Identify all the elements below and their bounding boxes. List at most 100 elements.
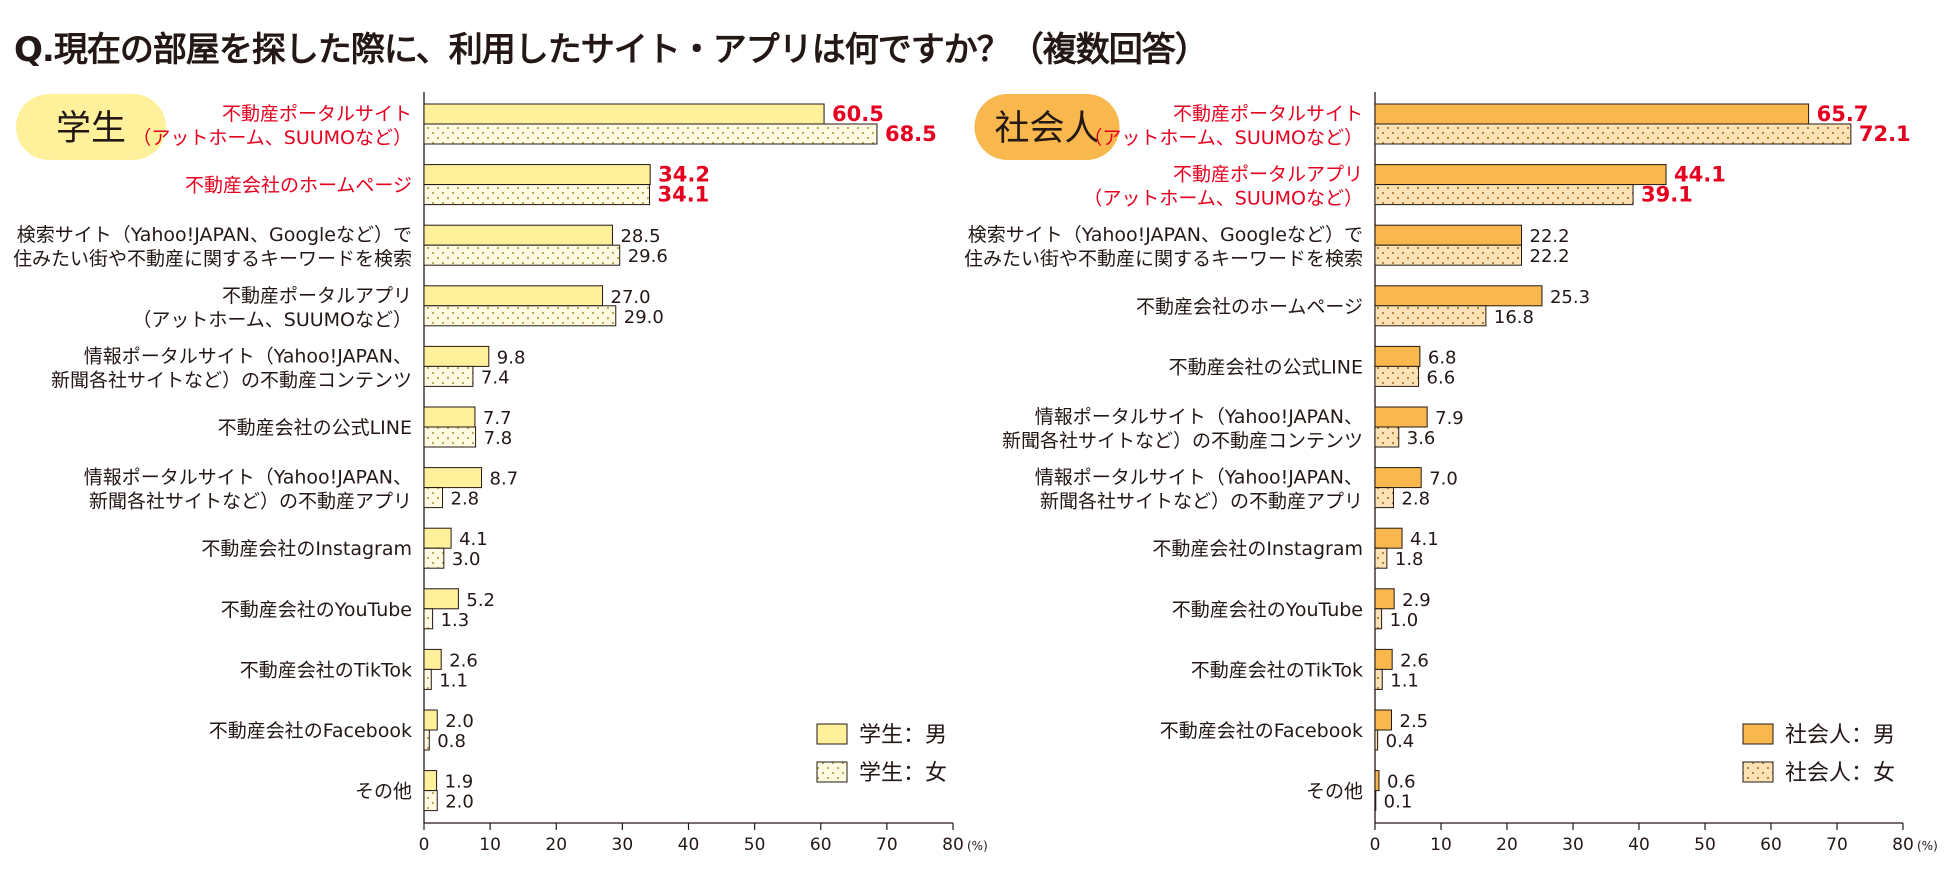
worker-bar-male	[1374, 164, 1667, 186]
worker-bar-female	[1374, 365, 1420, 387]
worker-bar-female	[1374, 244, 1523, 266]
student-category-label: （アットホーム、SUUMOなど）	[132, 309, 412, 331]
student-bar-female	[423, 547, 445, 569]
student-x-tick-label: 80	[942, 835, 964, 855]
student-category-label: 新聞各社サイトなど）の不動産アプリ	[89, 491, 412, 513]
student-bar-male	[423, 224, 613, 246]
student-category-label: 情報ポータルサイト（Yahoo!JAPAN、	[84, 467, 412, 489]
worker-value-label-female: 72.1	[1859, 122, 1911, 146]
worker-value-label-male: 7.0	[1429, 469, 1458, 490]
worker-value-label-female: 6.6	[1427, 367, 1456, 388]
student-x-tick-label: 0	[419, 835, 430, 855]
worker-category-label: 情報ポータルサイト（Yahoo!JAPAN、	[1035, 467, 1363, 489]
worker-category-label: 不動産ポータルアプリ	[1173, 164, 1363, 186]
worker-x-tick-label: 60	[1760, 835, 1782, 855]
worker-bar-female	[1374, 305, 1487, 327]
worker-bar-male	[1374, 224, 1523, 246]
worker-value-label-male: 7.9	[1435, 408, 1464, 429]
worker-value-label-female: 16.8	[1494, 307, 1534, 328]
worker-category-label: 不動産会社のホームページ	[1136, 296, 1363, 318]
worker-legend-swatch-female	[1742, 761, 1774, 783]
student-category-label: 情報ポータルサイト（Yahoo!JAPAN、	[84, 345, 412, 367]
student-bar-female	[423, 729, 430, 751]
student-bar-male	[423, 345, 490, 367]
student-x-tick-label: 70	[876, 835, 898, 855]
worker-group-label: 社会人	[994, 109, 1099, 149]
worker-value-label-male: 65.7	[1817, 102, 1869, 126]
student-legend-swatch-male	[816, 723, 848, 745]
student-value-label-female: 29.6	[628, 246, 668, 267]
student-category-label: 不動産ポータルアプリ	[222, 285, 412, 307]
page-title: Q.現在の部屋を探した際に、利用したサイト・アプリは何ですか？（複数回答）	[14, 30, 1209, 70]
worker-category-label: 不動産会社の公式LINE	[1169, 356, 1363, 378]
worker-bar-male	[1374, 588, 1395, 610]
student-category-label: 不動産会社のTikTok	[240, 659, 412, 681]
worker-value-label-female: 0.1	[1384, 792, 1413, 813]
student-bar-female	[423, 426, 477, 448]
worker-value-label-male: 2.5	[1400, 711, 1429, 732]
worker-value-label-male: 44.1	[1674, 163, 1726, 187]
worker-category-label: 不動産会社のTikTok	[1191, 659, 1363, 681]
worker-category-label: 新聞各社サイトなど）の不動産アプリ	[1040, 491, 1363, 513]
student-x-tick-label: 30	[612, 835, 634, 855]
worker-bar-female	[1374, 426, 1400, 448]
worker-value-label-male: 2.9	[1402, 590, 1431, 611]
worker-bar-male	[1374, 527, 1403, 549]
worker-bar-female	[1374, 729, 1379, 751]
student-bar-female	[423, 305, 617, 327]
student-bar-female	[423, 608, 434, 630]
worker-category-label: （アットホーム、SUUMOなど）	[1083, 188, 1363, 210]
student-bar-female	[423, 365, 474, 387]
worker-bar-female	[1374, 184, 1634, 206]
worker-bar-female	[1374, 487, 1394, 509]
student-category-label: （アットホーム、SUUMOなど）	[132, 127, 412, 149]
student-value-label-male: 5.2	[466, 590, 495, 611]
student-category-label: 新聞各社サイトなど）の不動産コンテンツ	[51, 369, 412, 391]
student-category-label: 不動産会社の公式LINE	[218, 417, 412, 439]
student-bar-male	[423, 467, 483, 489]
student-value-label-female: 3.0	[452, 549, 481, 570]
student-bar-female	[423, 487, 444, 509]
worker-bar-female	[1374, 790, 1377, 812]
student-value-label-female: 1.3	[441, 610, 470, 631]
worker-x-tick-label: 70	[1826, 835, 1848, 855]
student-category-label: 不動産会社のYouTube	[221, 599, 412, 621]
student-bar-male	[423, 103, 825, 125]
student-value-label-male: 4.1	[459, 529, 488, 550]
student-bar-male	[423, 709, 438, 731]
worker-bar-male	[1374, 406, 1428, 428]
student-value-label-female: 1.1	[439, 670, 468, 691]
worker-x-tick-label: 80	[1892, 835, 1914, 855]
student-value-label-male: 28.5	[620, 226, 660, 247]
worker-x-tick-label: 30	[1562, 835, 1584, 855]
student-category-label: 不動産会社のFacebook	[209, 720, 412, 742]
student-value-label-male: 60.5	[832, 102, 884, 126]
worker-bar-male	[1374, 770, 1380, 792]
student-legend-swatch-female	[816, 761, 848, 783]
worker-category-label: 新聞各社サイトなど）の不動産コンテンツ	[1002, 430, 1363, 452]
worker-bar-female	[1374, 123, 1852, 145]
worker-value-label-male: 25.3	[1550, 287, 1590, 308]
worker-bar-female	[1374, 608, 1383, 630]
student-category-label: 不動産ポータルサイト	[222, 103, 412, 125]
worker-value-label-female: 3.6	[1407, 428, 1436, 449]
student-bar-male	[423, 164, 651, 186]
student-value-label-male: 9.8	[497, 347, 526, 368]
worker-category-label: 不動産会社のFacebook	[1160, 720, 1363, 742]
worker-value-label-male: 2.6	[1400, 650, 1429, 671]
student-bar-female	[423, 244, 621, 266]
worker-value-label-male: 0.6	[1387, 772, 1416, 793]
student-value-label-female: 0.8	[437, 731, 466, 752]
student-bar-male	[423, 770, 438, 792]
student-category-label: 住みたい街や不動産に関するキーワードを検索	[13, 248, 412, 270]
worker-bar-male	[1374, 285, 1543, 307]
student-category-label: 不動産会社のInstagram	[201, 538, 412, 560]
worker-category-label: 不動産会社のInstagram	[1152, 538, 1363, 560]
worker-value-label-male: 6.8	[1428, 347, 1457, 368]
worker-legend-label-male: 社会人：男	[1785, 723, 1895, 748]
student-value-label-male: 7.7	[483, 408, 512, 429]
student-category-label: その他	[355, 781, 412, 803]
worker-unit-label: (%)	[1917, 839, 1938, 853]
student-value-label-female: 7.8	[484, 428, 513, 449]
